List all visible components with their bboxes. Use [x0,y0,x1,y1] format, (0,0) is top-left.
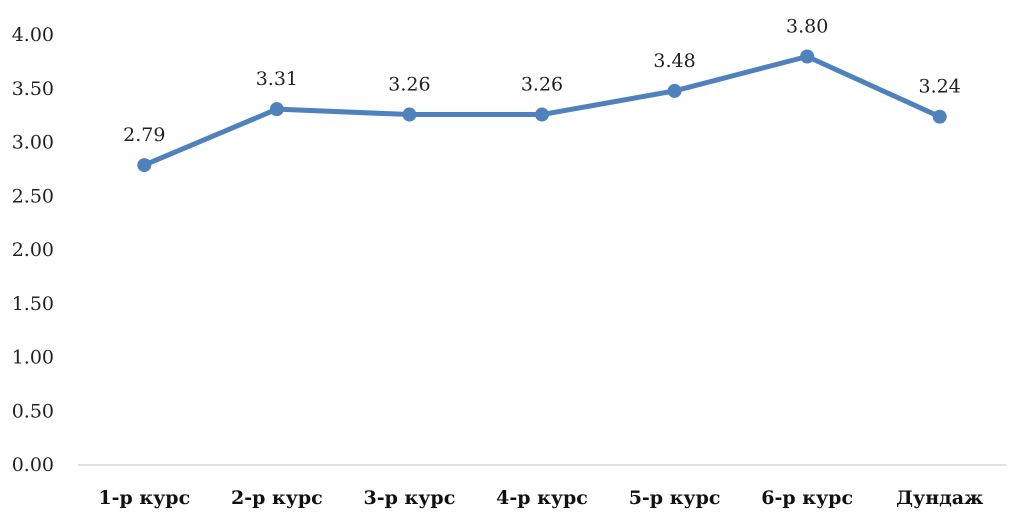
data-point-marker [667,83,682,98]
x-category-label: Дундаж [896,487,983,509]
y-tick-label: 3.00 [12,132,54,154]
data-value-label: 2.79 [123,124,165,146]
y-tick-label: 2.50 [12,185,54,207]
y-axis-tick-labels: 0.00 0.50 1.00 1.50 2.00 2.50 3.00 3.50 4.00 [12,24,54,476]
series-markers [137,49,947,173]
y-tick-label: 0.50 [12,400,54,422]
y-tick-label: 2.00 [12,239,54,261]
data-value-label: 3.26 [388,74,430,96]
y-tick-label: 0.00 [12,454,54,476]
data-point-marker [269,102,284,117]
x-category-label: 1-р курс [98,487,190,509]
data-point-marker [402,107,417,122]
data-value-label: 3.48 [653,50,695,72]
data-point-marker [137,158,152,173]
y-tick-label: 3.50 [12,78,54,100]
data-value-label: 3.80 [786,16,828,38]
data-labels: 2.79 3.31 3.26 3.26 3.48 3.80 3.24 [123,16,961,147]
x-category-label: 3-р курс [364,487,456,509]
data-point-marker [535,107,549,122]
data-value-label: 3.26 [521,74,563,96]
y-tick-label: 1.00 [12,347,54,369]
x-category-label: 6-р курс [761,487,853,509]
data-point-marker [800,49,815,64]
y-tick-label: 4.00 [12,24,54,46]
data-value-label: 3.24 [919,76,961,98]
x-category-label: 2-р курс [231,487,323,509]
y-tick-label: 1.50 [12,293,54,315]
x-category-label: 5-р курс [629,487,721,509]
data-value-label: 3.31 [256,68,298,90]
data-point-marker [932,109,947,124]
x-axis-category-labels: 1-р курс 2-р курс 3-р курс 4-р курс 5-р курс… [98,487,983,509]
x-category-label: 4-р курс [496,487,588,509]
